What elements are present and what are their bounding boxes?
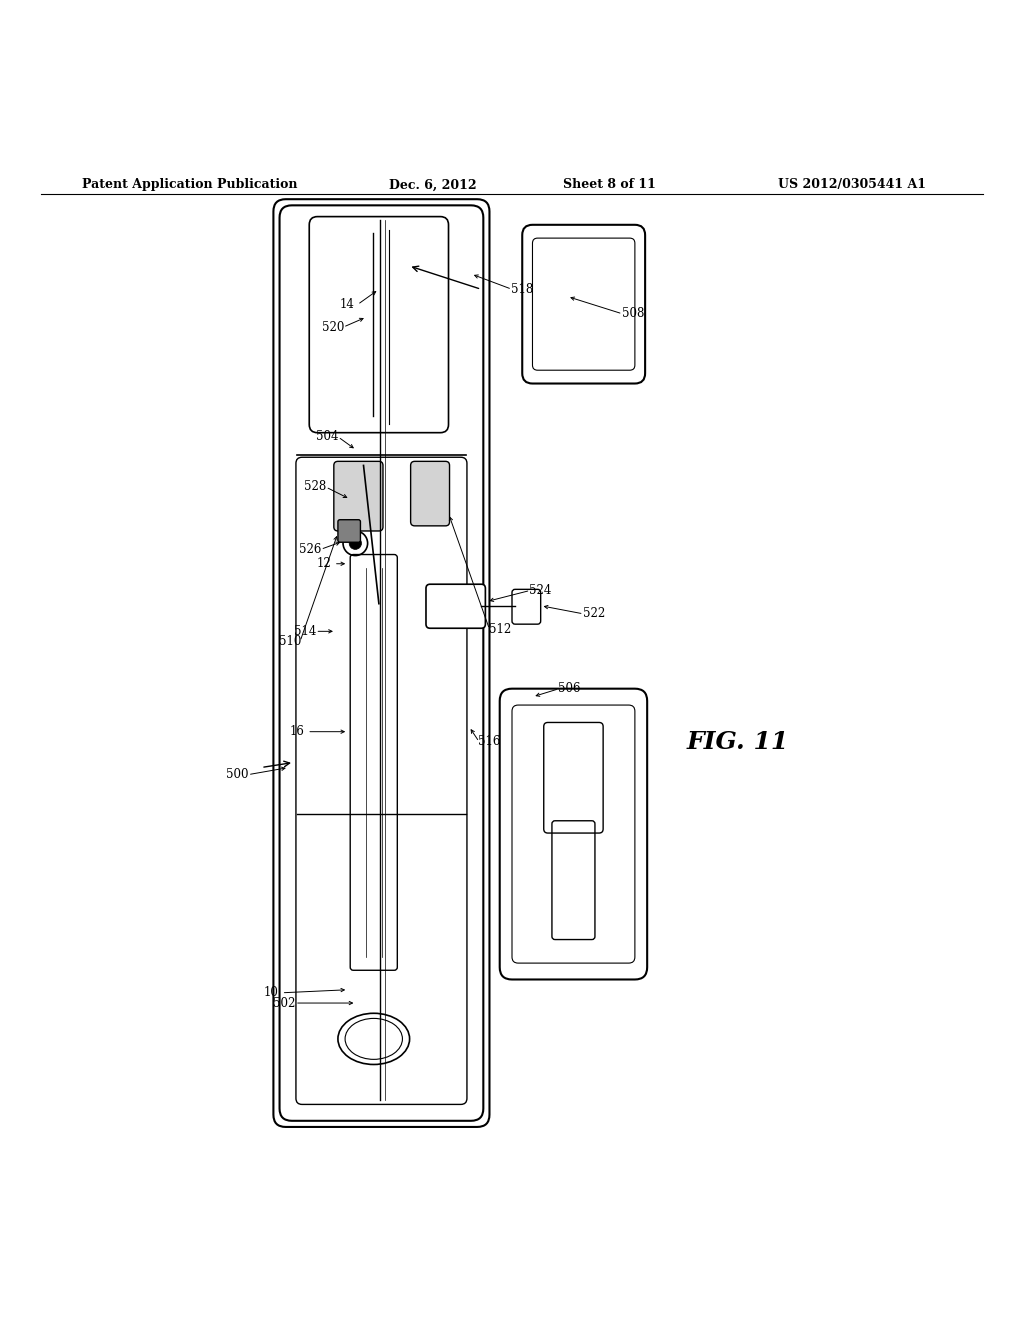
Text: 518: 518 [511, 282, 534, 296]
Text: US 2012/0305441 A1: US 2012/0305441 A1 [778, 178, 927, 191]
Text: 512: 512 [488, 623, 511, 636]
Text: 526: 526 [299, 543, 322, 556]
Text: 10: 10 [264, 986, 279, 999]
Text: 520: 520 [322, 321, 344, 334]
Text: 510: 510 [279, 635, 301, 648]
Text: 506: 506 [558, 682, 581, 696]
Text: 504: 504 [316, 430, 339, 444]
FancyBboxPatch shape [411, 462, 450, 525]
Text: Dec. 6, 2012: Dec. 6, 2012 [389, 178, 477, 191]
Text: 522: 522 [583, 607, 605, 620]
Text: 528: 528 [304, 480, 327, 494]
Text: 502: 502 [273, 997, 296, 1010]
FancyBboxPatch shape [338, 520, 360, 543]
FancyBboxPatch shape [426, 585, 485, 628]
Text: 500: 500 [226, 768, 249, 781]
Text: 516: 516 [478, 735, 501, 748]
Text: 14: 14 [340, 298, 354, 312]
FancyBboxPatch shape [512, 589, 541, 624]
Text: FIG. 11: FIG. 11 [686, 730, 788, 754]
Text: Patent Application Publication: Patent Application Publication [82, 178, 297, 191]
Text: Sheet 8 of 11: Sheet 8 of 11 [563, 178, 656, 191]
FancyBboxPatch shape [334, 462, 383, 531]
Text: 12: 12 [316, 557, 331, 570]
Text: 16: 16 [290, 725, 304, 738]
Text: 514: 514 [294, 624, 316, 638]
Text: 508: 508 [622, 308, 644, 321]
Circle shape [349, 537, 361, 549]
Text: 524: 524 [529, 583, 552, 597]
